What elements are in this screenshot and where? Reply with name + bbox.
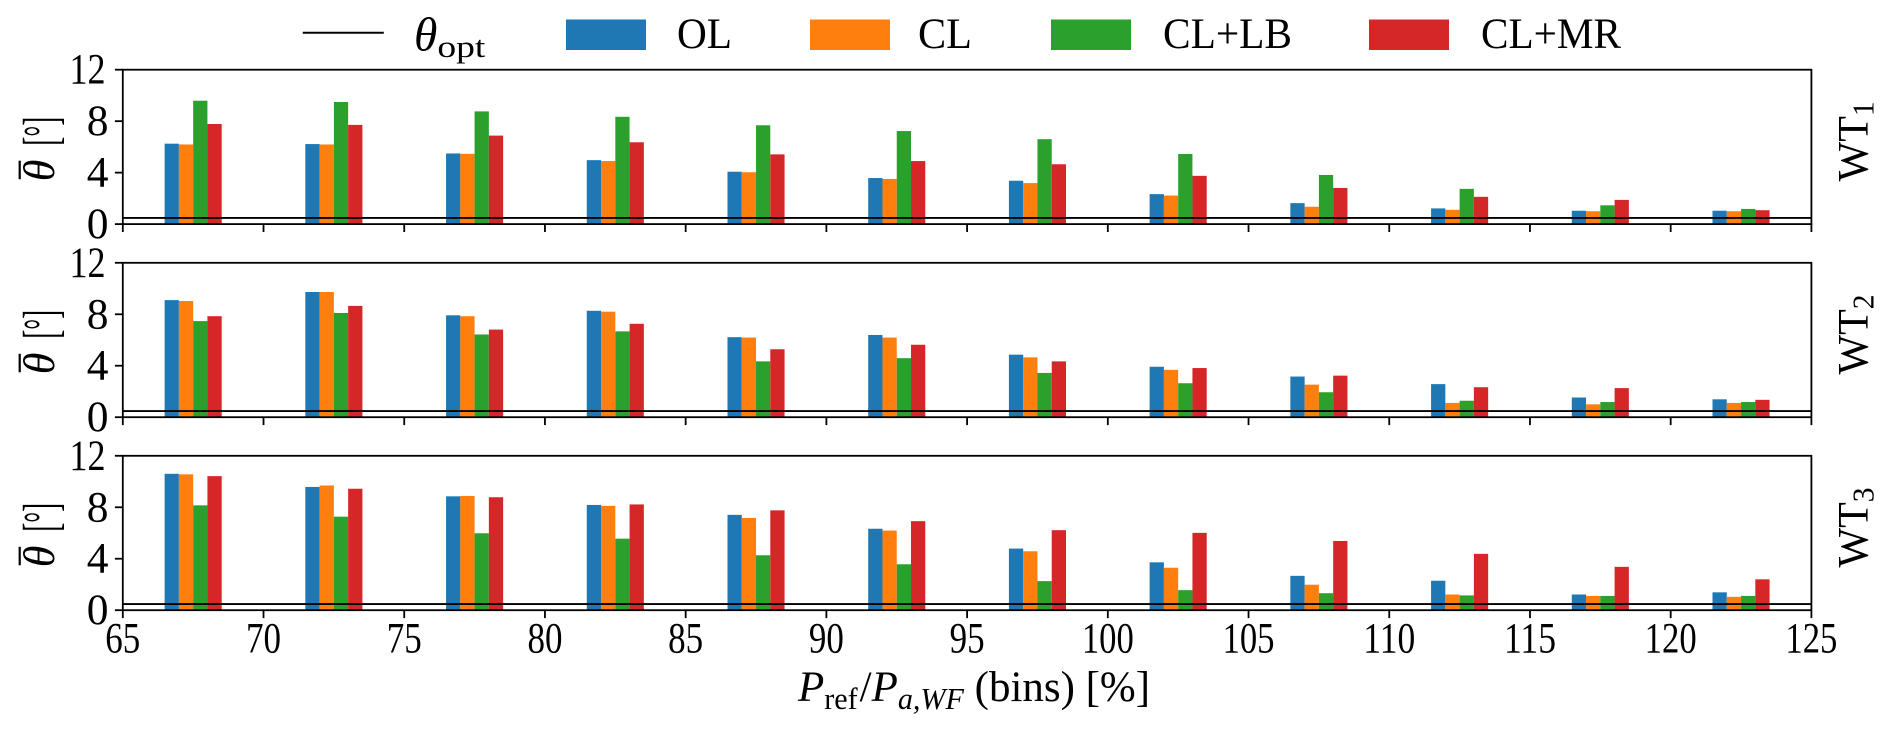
svg-text:θ: θ (15, 160, 64, 182)
svg-text:8: 8 (87, 97, 109, 145)
svg-text:CL+MR: CL+MR (1481, 10, 1621, 58)
svg-text:θ: θ (15, 353, 64, 375)
svg-text:8: 8 (87, 290, 109, 338)
svg-text:[°]: [°] (13, 503, 69, 532)
svg-text:95: 95 (950, 615, 985, 663)
svg-text:[°]: [°] (13, 310, 69, 339)
svg-text:θopt: θopt (414, 10, 486, 65)
svg-text:0: 0 (87, 393, 109, 441)
svg-text:WT2: WT2 (1830, 295, 1881, 375)
svg-text:125: 125 (1785, 615, 1837, 663)
svg-text:CL: CL (918, 10, 972, 58)
svg-text:12: 12 (70, 432, 106, 480)
svg-text:100: 100 (1082, 615, 1134, 663)
svg-text:12: 12 (70, 46, 106, 94)
svg-text:OL: OL (677, 10, 732, 58)
svg-text:4: 4 (87, 535, 109, 583)
svg-text:θ: θ (15, 546, 64, 568)
svg-text:4: 4 (87, 149, 109, 197)
svg-text:70: 70 (246, 615, 281, 663)
svg-text:0: 0 (87, 586, 109, 634)
svg-text:0: 0 (87, 200, 109, 248)
svg-text:120: 120 (1645, 615, 1697, 663)
svg-text:115: 115 (1504, 615, 1556, 663)
svg-text:65: 65 (105, 615, 140, 663)
svg-text:75: 75 (387, 615, 422, 663)
svg-text:105: 105 (1223, 615, 1275, 663)
svg-text:80: 80 (527, 615, 562, 663)
svg-text:12: 12 (70, 239, 106, 287)
svg-text:8: 8 (87, 483, 109, 531)
svg-text:4: 4 (87, 342, 109, 390)
svg-text:110: 110 (1363, 615, 1415, 663)
svg-text:85: 85 (668, 615, 703, 663)
svg-text:Pref/Pa,WF (bins) [%]: Pref/Pa,WF (bins) [%] (797, 663, 1150, 716)
svg-text:90: 90 (809, 615, 844, 663)
svg-text:[°]: [°] (13, 117, 69, 146)
svg-text:CL+LB: CL+LB (1163, 10, 1292, 58)
